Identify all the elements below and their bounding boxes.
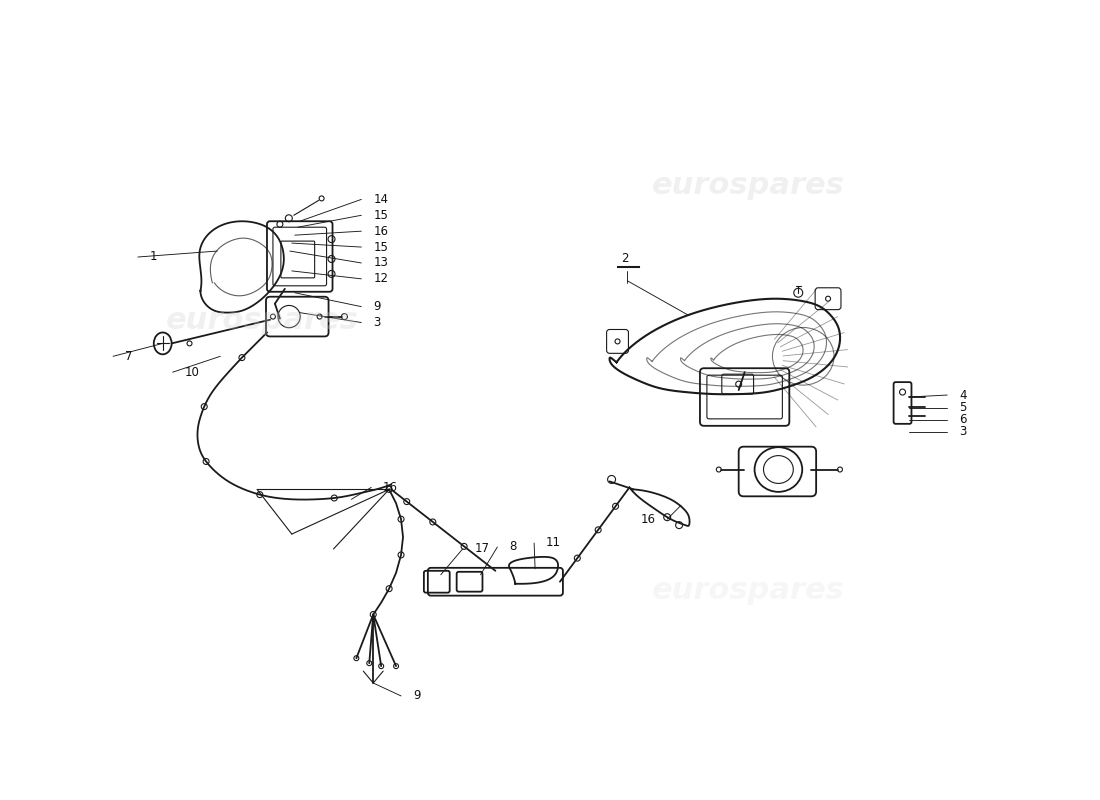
Text: 5: 5 <box>959 402 967 414</box>
Text: 9: 9 <box>412 690 420 702</box>
Text: 9: 9 <box>373 300 381 313</box>
Text: 7: 7 <box>125 350 132 363</box>
Text: eurospares: eurospares <box>166 306 359 335</box>
Text: 15: 15 <box>373 209 388 222</box>
Text: 16: 16 <box>383 481 398 494</box>
Text: 13: 13 <box>373 257 388 270</box>
Text: 8: 8 <box>509 541 517 554</box>
Text: 3: 3 <box>959 426 967 438</box>
Text: 6: 6 <box>959 414 967 426</box>
Text: 17: 17 <box>474 542 490 555</box>
Text: 16: 16 <box>640 513 656 526</box>
Text: 1: 1 <box>150 250 157 263</box>
Text: 4: 4 <box>959 389 967 402</box>
Text: 12: 12 <box>373 272 388 286</box>
Text: 16: 16 <box>373 225 388 238</box>
Text: 11: 11 <box>546 537 561 550</box>
Text: eurospares: eurospares <box>652 171 845 200</box>
Text: 2: 2 <box>620 253 628 266</box>
Text: 14: 14 <box>373 193 388 206</box>
Text: 10: 10 <box>185 366 199 378</box>
Text: eurospares: eurospares <box>652 576 845 605</box>
Text: 3: 3 <box>373 316 381 329</box>
Text: 15: 15 <box>373 241 388 254</box>
